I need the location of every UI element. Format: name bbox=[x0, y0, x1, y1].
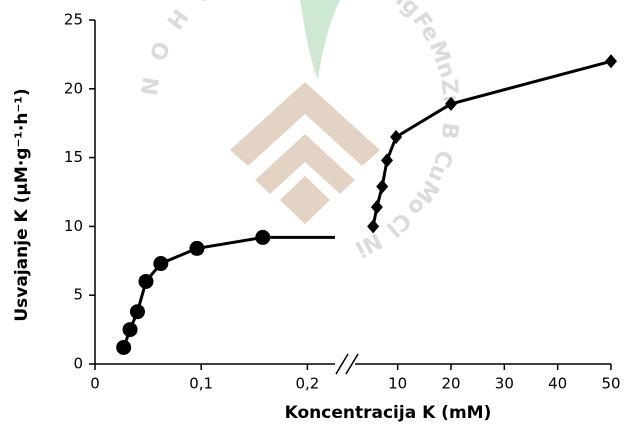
watermark-letters: NOHCNPKSCaMgFeMnZnBCuMoClNi bbox=[138, 0, 464, 261]
x-tick-label: 10 bbox=[388, 375, 407, 393]
point bbox=[605, 54, 617, 69]
point bbox=[116, 339, 132, 355]
y-tick-label: 20 bbox=[64, 79, 83, 97]
point bbox=[376, 179, 389, 194]
point bbox=[381, 153, 393, 168]
watermark-letter: C bbox=[190, 0, 218, 9]
point bbox=[153, 256, 169, 272]
x-tick-label: 0,1 bbox=[189, 375, 213, 393]
x-axis-title: Koncentracija K (mM) bbox=[285, 403, 492, 423]
plot: 0 5 10 15 20 25 0 0,1 0,2 10 20 30 40 50 bbox=[64, 11, 621, 393]
point bbox=[390, 129, 403, 144]
x-tick-label: 0,2 bbox=[295, 375, 319, 393]
x-tick-label: 40 bbox=[548, 375, 567, 393]
x-tick-label: 50 bbox=[601, 375, 620, 393]
axis-break bbox=[345, 353, 359, 375]
y-tick-label: 0 bbox=[73, 355, 83, 373]
point bbox=[189, 240, 205, 256]
watermark-letter: B bbox=[436, 121, 463, 141]
watermark-letter: Mn bbox=[424, 38, 460, 82]
y-tick-label: 5 bbox=[73, 286, 83, 304]
y-tick-label: 15 bbox=[64, 148, 83, 166]
logo-chevron bbox=[230, 82, 380, 166]
y-tick-label: 25 bbox=[64, 11, 83, 29]
logo-diamond bbox=[280, 176, 330, 224]
watermark-letter: Cl bbox=[381, 207, 415, 241]
logo-chevron bbox=[255, 134, 355, 194]
logo-leaf bbox=[300, 0, 340, 80]
point bbox=[255, 229, 271, 245]
x-tick-label: 30 bbox=[495, 375, 514, 393]
point bbox=[370, 200, 383, 215]
watermark-letter: N bbox=[138, 75, 166, 97]
x-tick-label: 20 bbox=[441, 375, 460, 393]
point bbox=[445, 96, 457, 111]
point bbox=[129, 304, 145, 320]
watermark-letter: O bbox=[146, 38, 176, 65]
point bbox=[138, 273, 154, 289]
point bbox=[367, 219, 380, 234]
x-tick-label: 0 bbox=[90, 375, 100, 393]
point bbox=[122, 322, 138, 338]
y-axis-title: Usvajanje K (μM·g⁻¹·h⁻¹) bbox=[12, 88, 32, 321]
y-tick-label: 10 bbox=[64, 217, 83, 235]
watermark-logo bbox=[230, 0, 380, 224]
axis-break bbox=[335, 353, 349, 375]
watermark-letter: Ni bbox=[351, 227, 385, 261]
watermark-letter: H bbox=[164, 6, 195, 36]
